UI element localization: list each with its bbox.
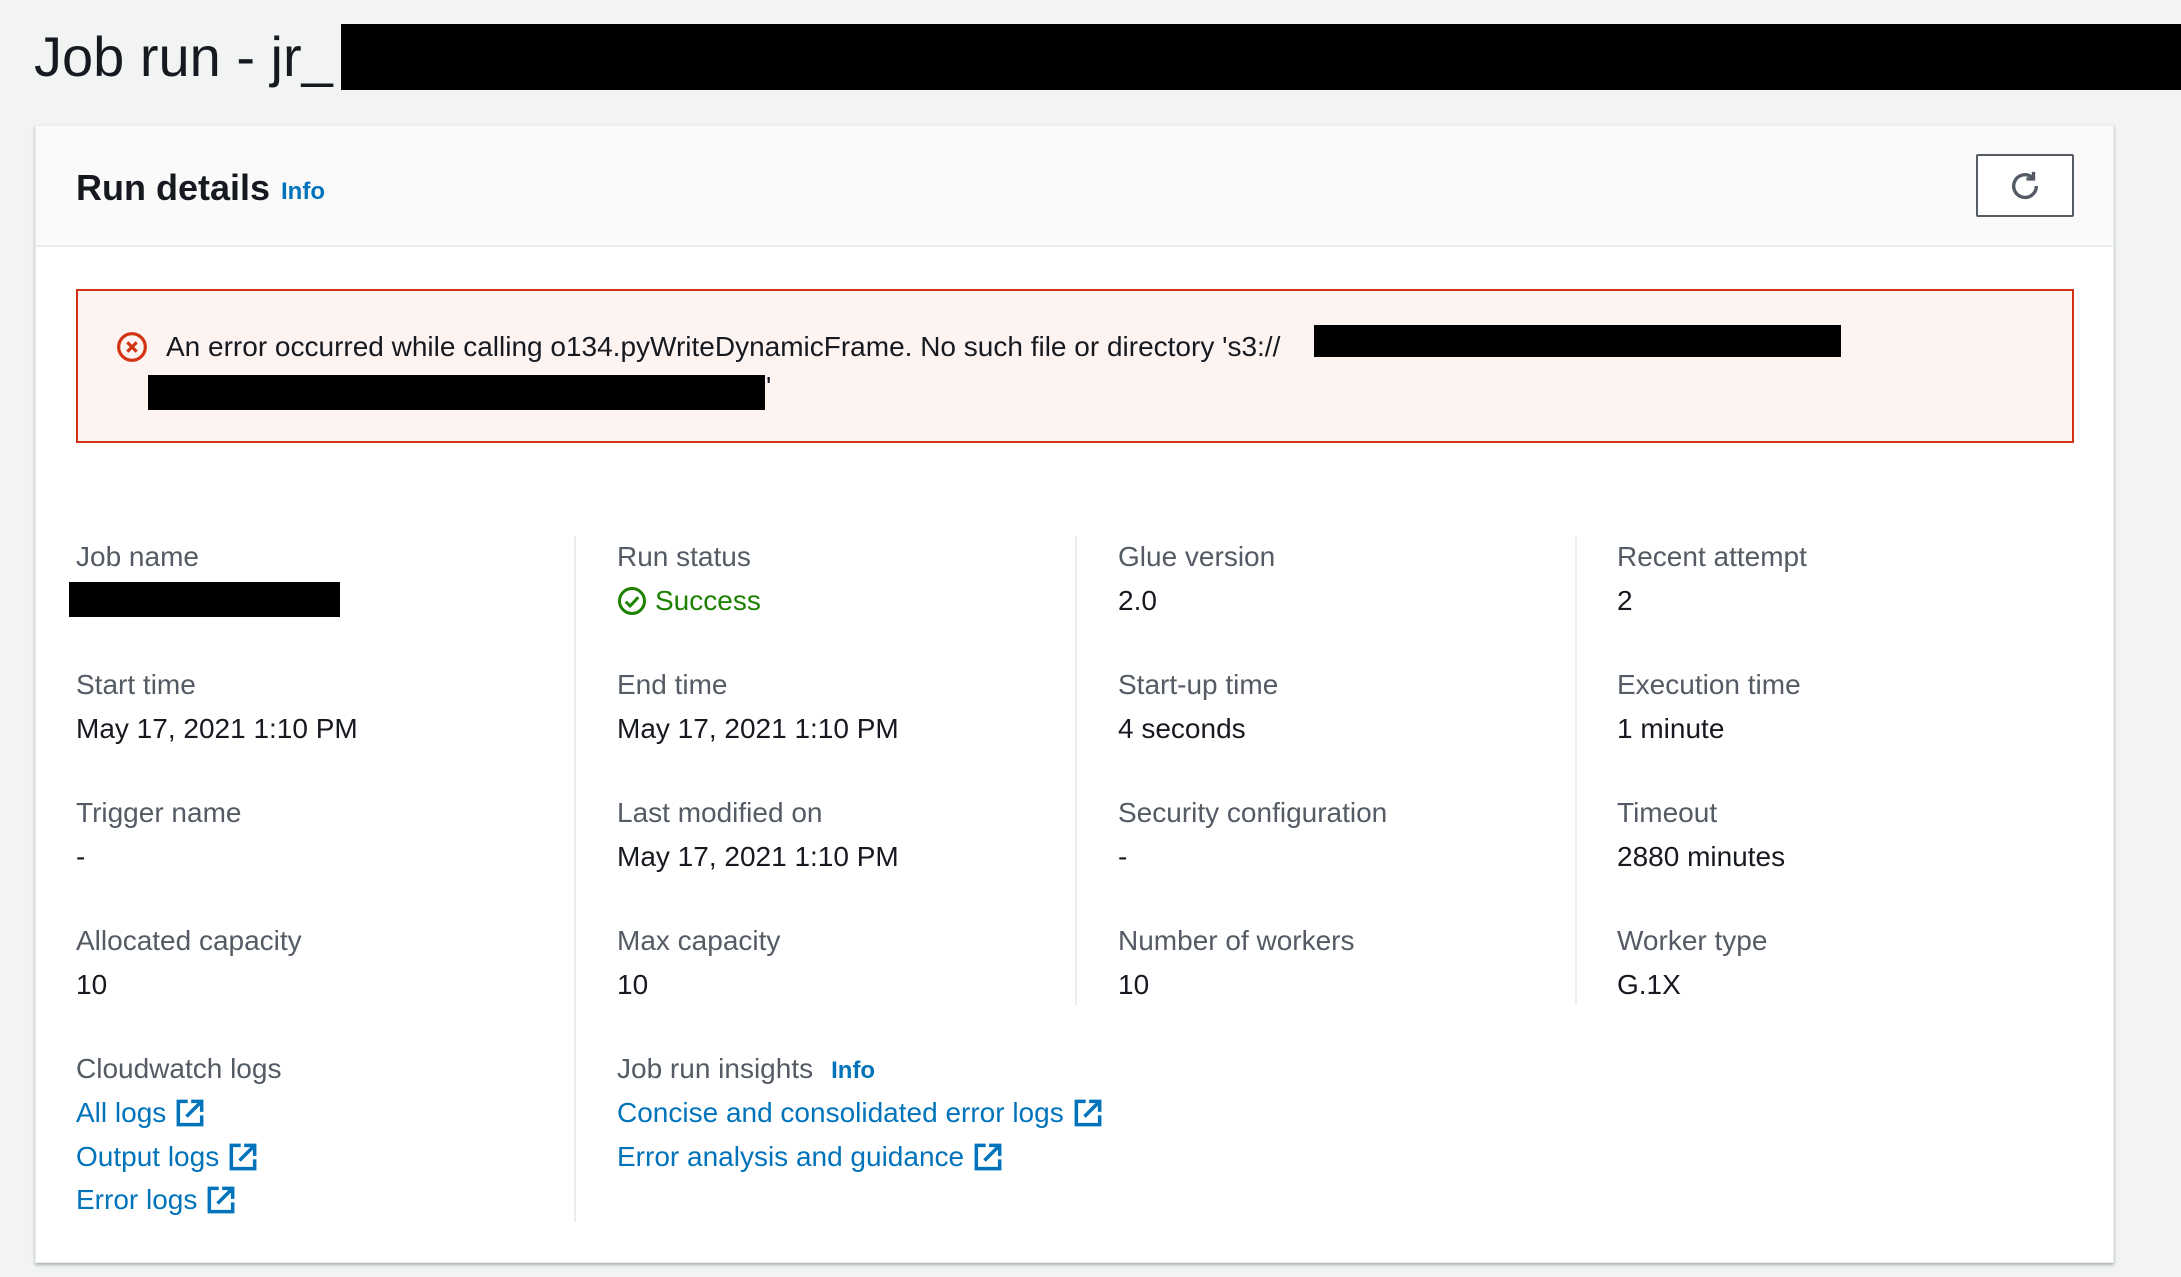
glue-version-value: 2.0	[1118, 585, 1157, 616]
job-name-label: Job name	[76, 541, 199, 572]
error-analysis-text: Error analysis and guidance	[617, 1141, 965, 1172]
all-logs-link[interactable]: All logs	[76, 1095, 204, 1131]
number-of-workers-label: Number of workers	[1118, 925, 1355, 956]
job-run-insights-text: Job run insights	[617, 1053, 814, 1084]
external-link-icon	[176, 1099, 204, 1127]
all-logs-text: All logs	[76, 1097, 167, 1128]
column-divider	[1075, 536, 1077, 1005]
card-header: Run details Info	[36, 126, 2113, 247]
error-icon	[117, 332, 147, 362]
error-message-suffix: '	[766, 371, 772, 402]
refresh-icon	[2011, 171, 2039, 199]
page-title: Job run - jr_	[34, 25, 333, 88]
recent-attempt-value: 2	[1617, 585, 1633, 616]
external-link-icon	[974, 1143, 1002, 1171]
worker-type-label: Worker type	[1617, 925, 1768, 956]
run-details-title: Run details	[76, 167, 271, 208]
allocated-capacity-label: Allocated capacity	[76, 925, 302, 956]
insights-info-link[interactable]: Info	[831, 1057, 876, 1084]
redacted-path	[148, 375, 765, 410]
refresh-button[interactable]	[1976, 154, 2074, 217]
external-link-icon	[1074, 1099, 1102, 1127]
timeout-value: 2880 minutes	[1617, 841, 1786, 872]
output-logs-text: Output logs	[76, 1141, 220, 1172]
external-link-icon	[207, 1186, 235, 1214]
trigger-name-label: Trigger name	[76, 797, 242, 828]
security-config-value: -	[1118, 841, 1128, 872]
max-capacity-label: Max capacity	[617, 925, 781, 956]
last-modified-value: May 17, 2021 1:10 PM	[617, 841, 899, 872]
startup-time-label: Start-up time	[1118, 669, 1279, 700]
allocated-capacity-value: 10	[76, 969, 108, 1000]
timeout-label: Timeout	[1617, 797, 1718, 828]
redacted-job-name	[69, 582, 340, 617]
end-time-value: May 17, 2021 1:10 PM	[617, 713, 899, 744]
run-status-value: Success	[617, 583, 761, 619]
last-modified-label: Last modified on	[617, 797, 823, 828]
start-time-value: May 17, 2021 1:10 PM	[76, 713, 358, 744]
concise-error-logs-text: Concise and consolidated error logs	[617, 1097, 1064, 1128]
cloudwatch-logs-label: Cloudwatch logs	[76, 1053, 282, 1084]
success-icon	[618, 587, 646, 615]
error-alert: An error occurred while calling o134.pyW…	[76, 289, 2074, 443]
info-link[interactable]: Info	[281, 178, 325, 205]
startup-time-value: 4 seconds	[1118, 713, 1246, 744]
redacted-job-run-id	[341, 24, 2181, 90]
error-logs-text: Error logs	[76, 1184, 198, 1215]
execution-time-label: Execution time	[1617, 669, 1801, 700]
glue-version-label: Glue version	[1118, 541, 1276, 572]
run-details-card: Run details Info An error occurred while…	[35, 125, 2114, 1263]
concise-error-logs-link[interactable]: Concise and consolidated error logs	[617, 1095, 1102, 1131]
execution-time-value: 1 minute	[1617, 713, 1725, 744]
run-status-text: Success	[655, 585, 761, 616]
output-logs-link[interactable]: Output logs	[76, 1139, 257, 1175]
recent-attempt-label: Recent attempt	[1617, 541, 1807, 572]
trigger-name-value: -	[76, 841, 86, 872]
error-message: An error occurred while calling o134.pyW…	[166, 331, 1281, 362]
column-divider	[574, 536, 576, 1222]
worker-type-value: G.1X	[1617, 969, 1681, 1000]
number-of-workers-value: 10	[1118, 969, 1150, 1000]
job-run-insights-label: Job run insights Info	[617, 1051, 875, 1089]
redacted-path	[1314, 325, 1841, 357]
run-status-label: Run status	[617, 541, 751, 572]
security-config-label: Security configuration	[1118, 797, 1388, 828]
error-logs-link[interactable]: Error logs	[76, 1182, 235, 1218]
max-capacity-value: 10	[617, 969, 649, 1000]
start-time-label: Start time	[76, 669, 196, 700]
error-analysis-link[interactable]: Error analysis and guidance	[617, 1139, 1002, 1175]
external-link-icon	[229, 1143, 257, 1171]
column-divider	[1575, 536, 1577, 1005]
end-time-label: End time	[617, 669, 728, 700]
